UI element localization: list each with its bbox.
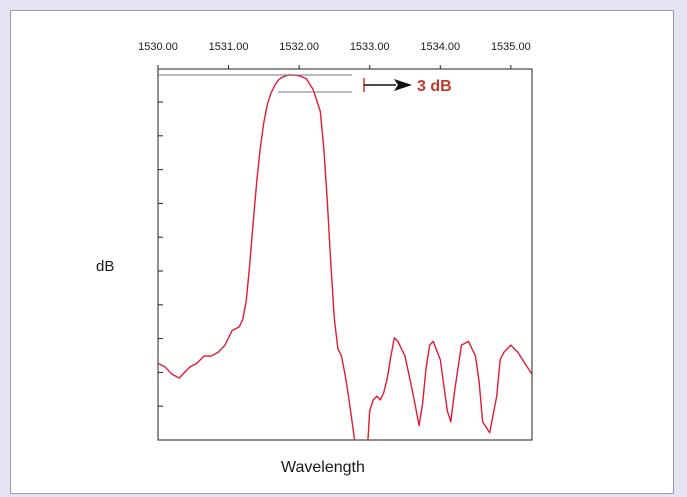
y-axis-label: dB	[96, 258, 115, 275]
x-tick-label: 1534.00	[420, 41, 460, 53]
annotation-label: 3 dB	[417, 78, 452, 95]
x-tick-label: 1532.00	[279, 41, 319, 53]
x-ticks: 1530.00 1531.00 1532.00 1533.00 1534.00 1535.…	[138, 41, 531, 69]
y-ticks	[158, 101, 163, 441]
x-tick-label: 1533.00	[350, 41, 390, 53]
plot-area	[158, 74, 532, 440]
chart-panel	[10, 10, 674, 494]
x-axis-label: Wavelength	[281, 459, 365, 476]
plot-frame	[157, 68, 533, 441]
three-db-annotation: 3 dB	[158, 74, 452, 95]
axes	[157, 68, 533, 441]
x-tick-label: 1535.00	[491, 41, 531, 53]
spectrum-line	[158, 74, 532, 440]
x-tick-label: 1530.00	[138, 41, 178, 53]
x-tick-label: 1531.00	[209, 41, 249, 53]
annotation-arrow-head	[394, 79, 412, 91]
